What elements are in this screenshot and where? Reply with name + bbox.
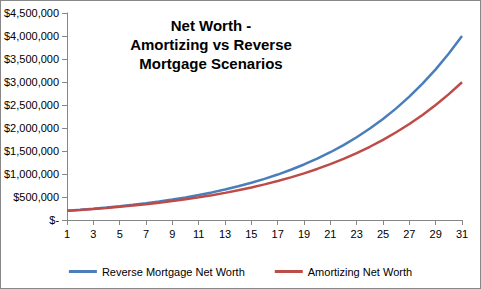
svg-text:Amortizing vs Reverse: Amortizing vs Reverse	[130, 36, 292, 53]
svg-text:9: 9	[169, 228, 175, 240]
svg-text:1: 1	[64, 228, 70, 240]
svg-text:$2,500,000: $2,500,000	[4, 99, 59, 111]
svg-text:7: 7	[143, 228, 149, 240]
svg-text:11: 11	[193, 228, 204, 240]
svg-text:15: 15	[245, 228, 257, 240]
svg-text:Amortizing Net Worth: Amortizing Net Worth	[308, 266, 412, 278]
svg-text:19: 19	[298, 228, 310, 240]
svg-text:$-: $-	[49, 214, 59, 226]
svg-text:$3,500,000: $3,500,000	[4, 53, 59, 65]
svg-text:Reverse Mortgage Net Worth: Reverse Mortgage Net Worth	[102, 266, 245, 278]
svg-text:Net Worth -: Net Worth -	[171, 17, 252, 34]
svg-text:Mortgage Scenarios: Mortgage Scenarios	[139, 55, 282, 72]
svg-text:$500,000: $500,000	[13, 191, 59, 203]
svg-text:$1,000,000: $1,000,000	[4, 168, 59, 180]
svg-text:23: 23	[351, 228, 363, 240]
svg-text:13: 13	[219, 228, 231, 240]
svg-text:27: 27	[403, 228, 415, 240]
svg-text:$2,000,000: $2,000,000	[4, 122, 59, 134]
svg-text:3: 3	[90, 228, 96, 240]
svg-text:$4,000,000: $4,000,000	[4, 30, 59, 42]
svg-text:31: 31	[456, 228, 468, 240]
svg-text:$3,000,000: $3,000,000	[4, 76, 59, 88]
svg-text:17: 17	[272, 228, 284, 240]
svg-text:25: 25	[377, 228, 389, 240]
svg-text:29: 29	[430, 228, 442, 240]
svg-text:$1,500,000: $1,500,000	[4, 145, 59, 157]
svg-text:5: 5	[117, 228, 123, 240]
svg-text:$4,500,000: $4,500,000	[4, 7, 59, 19]
svg-text:21: 21	[324, 228, 336, 240]
